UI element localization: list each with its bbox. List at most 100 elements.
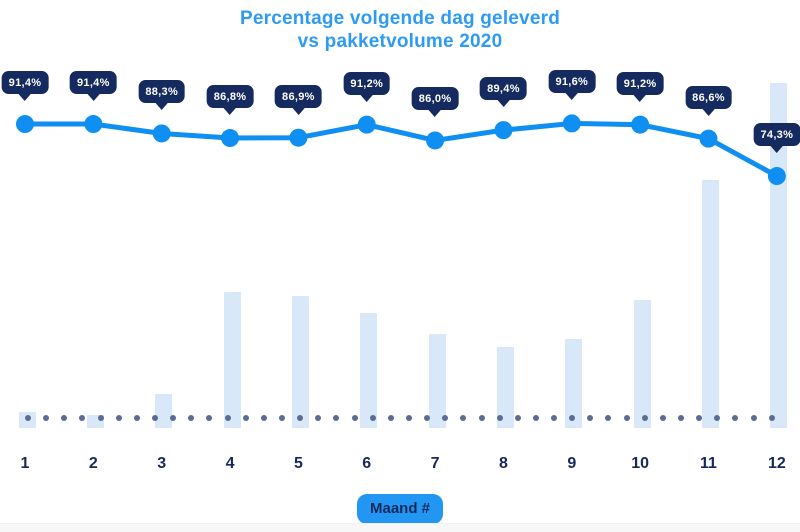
volume-bar-month-5 [291, 295, 309, 428]
data-point-month-2 [84, 115, 103, 134]
data-point-month-4 [221, 129, 240, 148]
data-point-month-5 [289, 128, 308, 147]
baseline-dot [605, 415, 612, 421]
volume-bar-month-11 [702, 179, 719, 428]
baseline-dot [151, 415, 158, 421]
baseline-dot [750, 415, 757, 421]
value-tooltip-month-11: 86,6% [685, 85, 732, 116]
baseline-dot [25, 415, 31, 421]
value-tooltip-label: 86,0% [418, 93, 452, 106]
baseline-dot [97, 415, 104, 421]
x-axis-label-2: 2 [88, 455, 98, 472]
volume-bar-month-3 [155, 393, 173, 428]
baseline-dot [569, 415, 576, 421]
data-point-month-12 [767, 167, 786, 186]
value-tooltip-month-9: 91,6% [548, 70, 596, 101]
baseline-dot [514, 415, 521, 421]
tooltip-tail [701, 107, 716, 116]
chart-title-line2: vs pakketvolume 2020 [297, 31, 503, 52]
data-point-month-10 [631, 115, 650, 134]
value-tooltip-label: 91,4% [8, 77, 42, 90]
data-point-month-8 [494, 121, 513, 140]
baseline-dot [714, 415, 721, 421]
baseline-dot [659, 415, 666, 421]
value-tooltip-label: 86,8% [213, 91, 247, 104]
data-point-month-7 [426, 131, 445, 150]
baseline-dot [587, 415, 594, 421]
data-point-month-9 [562, 114, 581, 133]
baseline-dot [460, 415, 467, 421]
x-axis-label-3: 3 [157, 455, 167, 472]
value-tooltip-month-2: 91,4% [69, 71, 117, 102]
value-tooltip-month-3: 88,3% [138, 80, 186, 111]
baseline-dot [170, 415, 177, 421]
tooltip-tail [17, 93, 32, 102]
value-tooltip-label: 74,3% [760, 129, 794, 142]
x-axis-label-6: 6 [362, 455, 372, 472]
baseline-dot [532, 415, 539, 421]
tooltip-tail [428, 109, 443, 118]
baseline-dot [224, 415, 231, 421]
value-tooltip-month-1: 91,4% [1, 71, 49, 102]
tooltip-tail [769, 145, 784, 154]
baseline-dot [206, 415, 213, 421]
x-axis-label-11: 11 [700, 455, 717, 472]
value-tooltip-label: 91,4% [76, 77, 110, 90]
x-axis-label-10: 10 [631, 455, 650, 472]
percentage-line [22, 120, 780, 179]
baseline-dot [696, 415, 703, 421]
baseline-dot [242, 415, 249, 421]
tooltip-tail [633, 93, 648, 102]
x-axis-label-7: 7 [430, 455, 440, 472]
baseline-dot [678, 415, 685, 421]
x-axis-label-12: 12 [767, 455, 786, 472]
volume-bar-month-9 [565, 338, 583, 428]
value-tooltip-label: 86,9% [282, 90, 315, 103]
value-tooltip-label: 91,6% [555, 76, 589, 89]
baseline-dot [387, 415, 394, 421]
tooltip-tail [291, 106, 306, 115]
value-tooltip-month-5: 86,9% [275, 84, 322, 115]
baseline-dot [133, 415, 140, 421]
baseline-dot [351, 415, 358, 421]
volume-bar-month-6 [360, 313, 378, 428]
tooltip-tail [86, 93, 101, 102]
value-tooltip-label: 88,3% [145, 86, 179, 99]
x-axis-label-9: 9 [567, 455, 577, 472]
baseline-dot [551, 415, 558, 421]
baseline-dot [297, 415, 304, 421]
x-axis-title-badge: Maand # [356, 494, 444, 524]
chart-title: Percentage volgende dag geleverd vs pakk… [0, 7, 800, 53]
baseline-dot [278, 415, 285, 421]
data-point-month-3 [152, 124, 171, 143]
volume-bar-month-8 [496, 346, 514, 428]
x-axis-label-1: 1 [20, 455, 30, 472]
value-tooltip-label: 91,2% [350, 77, 384, 90]
data-point-month-6 [357, 115, 376, 134]
page-background-strip [0, 523, 800, 532]
baseline-dot [43, 415, 50, 421]
baseline-dot [732, 415, 739, 421]
baseline-dot [188, 415, 195, 421]
value-tooltip-label: 89,4% [487, 83, 520, 96]
value-tooltip-label: 91,2% [623, 77, 657, 90]
data-point-month-1 [16, 115, 34, 134]
data-point-month-11 [699, 129, 718, 148]
volume-bar-month-4 [223, 292, 241, 428]
x-axis-label-5: 5 [293, 455, 303, 472]
baseline-dot [424, 415, 431, 421]
tooltip-tail [496, 99, 511, 108]
baseline-dot [61, 415, 68, 421]
baseline-dot [315, 415, 322, 421]
value-tooltip-month-8: 89,4% [480, 77, 527, 108]
value-tooltip-month-12: 74,3% [753, 123, 800, 154]
baseline-dot [369, 415, 376, 421]
value-tooltip-month-10: 91,2% [616, 71, 664, 102]
x-axis-label-4: 4 [225, 455, 235, 472]
baseline-dot [768, 415, 775, 421]
baseline-dot [79, 415, 86, 421]
baseline-dot [260, 415, 267, 421]
